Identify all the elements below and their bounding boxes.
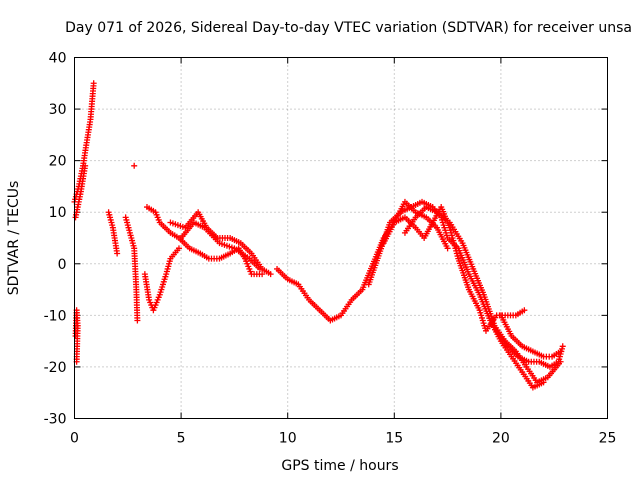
y-tick-label: 30: [49, 102, 67, 118]
data-trace: [167, 209, 274, 278]
data-point: [521, 307, 528, 314]
data-point: [131, 162, 138, 169]
data-point: [444, 245, 451, 252]
y-tick-label: -10: [44, 308, 67, 324]
x-tick-label: 15: [385, 431, 403, 447]
y-tick-label: 10: [49, 205, 67, 221]
data-trace: [401, 204, 564, 386]
data-trace: [72, 307, 81, 365]
x-tick-label: 10: [279, 431, 297, 447]
y-tick-label: 40: [49, 51, 67, 67]
data-point: [175, 245, 182, 252]
x-tick-label: 0: [70, 431, 79, 447]
data-trace: [72, 162, 89, 221]
data-point: [256, 265, 263, 272]
y-tick-label: -20: [44, 360, 67, 376]
data-trace: [131, 162, 138, 169]
y-tick-label: 0: [58, 257, 67, 273]
data-trace: [141, 245, 182, 314]
axis-ticks: 0 5 10 15 20 25 -30 -20 -10 0 10 20 30 40: [44, 51, 617, 447]
chart-title: Day 071 of 2026, Sidereal Day-to-day VTE…: [65, 20, 632, 36]
data-trace: [178, 219, 263, 272]
x-tick-label: 25: [599, 431, 617, 447]
x-tick-label: 20: [492, 431, 510, 447]
data-point: [267, 271, 274, 278]
data-point: [559, 343, 566, 350]
y-tick-label: -30: [44, 412, 67, 428]
x-axis-label: GPS time / hours: [281, 458, 398, 474]
data-point: [134, 317, 141, 324]
data-points: [71, 80, 566, 391]
data-point: [82, 162, 89, 169]
plot-frame: [74, 57, 608, 419]
data-trace: [380, 204, 528, 334]
data-trace: [122, 214, 141, 324]
y-axis-label: SDTVAR / TECUs: [6, 181, 22, 296]
data-point: [557, 348, 564, 355]
data-trace: [143, 204, 266, 278]
data-trace: [274, 198, 451, 324]
data-trace: [105, 209, 121, 257]
data-trace: [71, 80, 97, 205]
data-point: [259, 271, 266, 278]
y-tick-label: 20: [49, 154, 67, 170]
data-point: [114, 250, 121, 257]
data-point: [90, 80, 97, 87]
x-tick-label: 5: [177, 431, 186, 447]
data-trace: [497, 312, 564, 360]
data-trace: [493, 327, 566, 370]
